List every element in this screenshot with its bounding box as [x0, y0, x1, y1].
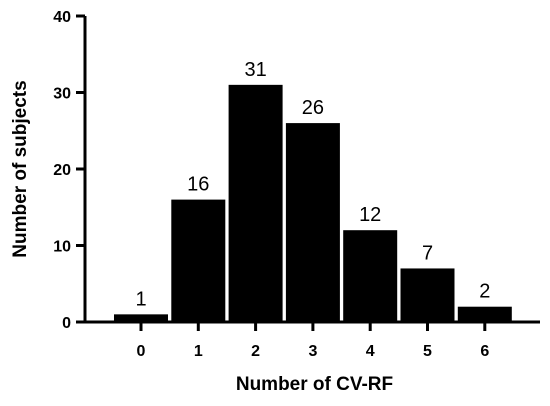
y-tick-label: 20 [53, 162, 71, 179]
y-axis-ticks: 0 10 20 30 40 [53, 9, 85, 332]
x-tick-label: 0 [137, 343, 146, 360]
bar-3 [285, 123, 340, 322]
x-axis-title: Number of CV-RF [236, 374, 393, 395]
bar-2 [228, 84, 283, 322]
bar-4 [343, 230, 398, 322]
x-tick-label: 3 [308, 343, 317, 360]
x-tick-label: 1 [194, 343, 203, 360]
x-tick-label: 6 [480, 343, 489, 360]
bar-6 [457, 306, 512, 322]
y-tick-label: 10 [53, 239, 71, 256]
y-axis-title: Number of subjects [10, 80, 31, 257]
bar-0 [114, 314, 168, 322]
y-tick-label: 40 [53, 9, 71, 26]
x-tick-label: 4 [366, 343, 375, 360]
x-tick-label: 2 [251, 343, 260, 360]
y-tick-label: 0 [62, 315, 71, 332]
data-labels-group: 1 16 31 26 12 7 2 [135, 59, 490, 311]
x-axis-ticks: 0 1 2 3 4 5 6 [137, 322, 489, 360]
data-label-5: 7 [422, 242, 433, 264]
data-label-2: 31 [244, 59, 266, 81]
bar-5 [400, 268, 455, 322]
data-label-0: 1 [135, 288, 146, 310]
data-label-4: 12 [359, 204, 381, 226]
bar-1 [171, 199, 226, 322]
x-tick-label: 5 [423, 343, 432, 360]
data-label-6: 2 [479, 281, 490, 303]
y-tick-label: 30 [53, 86, 71, 103]
bars-group [114, 84, 512, 322]
data-label-1: 16 [187, 174, 209, 196]
data-label-3: 26 [302, 97, 324, 119]
